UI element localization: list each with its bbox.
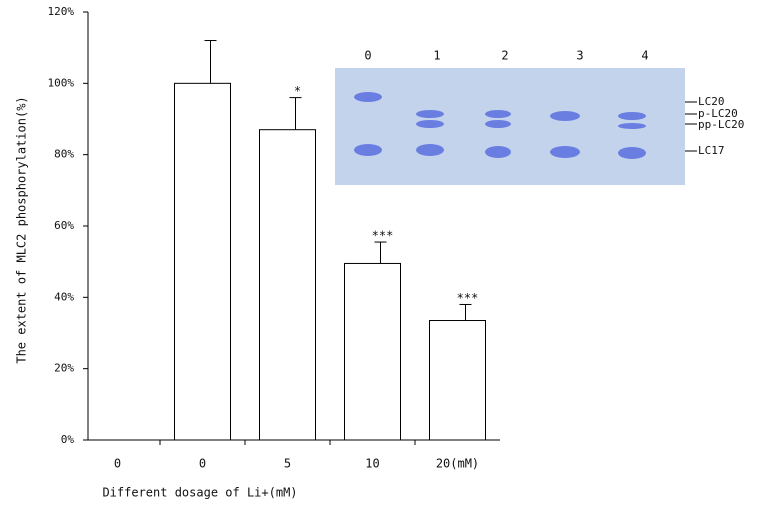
gel-band — [354, 144, 382, 156]
y-tick-label: 120% — [48, 5, 75, 18]
lane-label: 3 — [576, 49, 583, 63]
y-tick-label: 0% — [61, 433, 75, 446]
x-axis-label: Different dosage of Li+(mM) — [102, 486, 297, 500]
gel-band — [550, 111, 580, 121]
lane-label: 1 — [433, 49, 440, 63]
y-tick-label: 40% — [54, 290, 74, 303]
x-tick-label: 20(mM) — [436, 457, 479, 471]
gel-band — [416, 120, 444, 128]
band-arrows — [685, 102, 697, 151]
gel-band — [550, 146, 580, 158]
y-tick-label: 60% — [54, 219, 74, 232]
bar — [175, 83, 231, 440]
gel-band — [416, 110, 444, 118]
significance-label: *** — [457, 291, 479, 305]
band-label: LC17 — [698, 144, 725, 157]
lane-label: 2 — [501, 49, 508, 63]
bar — [345, 263, 401, 440]
lane-label: 4 — [641, 49, 648, 63]
gel-band — [354, 92, 382, 102]
x-tick-label: 0 — [199, 457, 206, 471]
chart: Different dosage of Li+(mM) The extent o… — [0, 0, 760, 510]
lane-label: 0 — [364, 49, 371, 63]
y-tick-label: 20% — [54, 362, 74, 375]
bar — [430, 321, 486, 440]
y-axis-label: The extent of MLC2 phosphorylation(%) — [15, 96, 29, 363]
gel-inset: 0 1 2 3 4 LC20 p-LC20 pp-LC20 LC17 — [335, 49, 744, 186]
gel-band — [416, 144, 444, 156]
gel-band — [618, 112, 646, 120]
y-tick-label: 100% — [48, 76, 75, 89]
gel-band — [618, 123, 646, 129]
gel-band — [485, 120, 511, 128]
band-label: pp-LC20 — [698, 118, 744, 131]
bar — [260, 130, 316, 440]
gel-band — [485, 110, 511, 118]
significance-label: * — [294, 84, 301, 98]
gel-band — [618, 147, 646, 159]
significance-label: *** — [372, 229, 394, 243]
x-tick-label: 10 — [365, 457, 379, 471]
x-tick-label: 0 — [114, 457, 121, 471]
x-tick-label: 5 — [284, 457, 291, 471]
y-tick-label: 80% — [54, 148, 74, 161]
gel-band — [485, 146, 511, 158]
